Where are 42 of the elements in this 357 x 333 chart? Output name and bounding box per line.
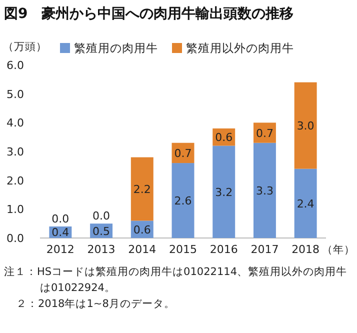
y-tick-label: 0.0	[6, 232, 24, 245]
legend-label: 繁殖用以外の肉用牛	[186, 41, 294, 55]
bar	[294, 168, 317, 238]
y-tick-label: 5.0	[6, 88, 24, 101]
y-tick-label: 4.0	[6, 116, 24, 130]
data-label: 0.7	[174, 146, 192, 160]
data-label: 2.4	[296, 197, 314, 210]
data-label: 0.4	[52, 226, 70, 240]
bar	[130, 157, 154, 221]
bar	[253, 122, 276, 143]
x-tick-label: 2012	[46, 243, 74, 256]
x-tick-label: 2017	[250, 243, 279, 256]
y-tick-label: 1.0	[6, 203, 24, 216]
x-tick-label: 2018	[292, 243, 320, 256]
data-label: 0.6	[133, 223, 151, 236]
bar	[253, 142, 276, 238]
chart-title: 図9 豪州から中国への肉用牛輸出頭数の推移	[4, 6, 294, 22]
data-label: 0.0	[92, 210, 110, 223]
y-tick-label: 2.0	[6, 174, 24, 188]
data-label: 0.0	[52, 212, 70, 226]
y-tick-label: 6.0	[6, 59, 24, 72]
x-tick-label: 2015	[169, 243, 197, 256]
data-label: 0.5	[92, 224, 110, 238]
text: 注１：HSコードは繁殖用の肉用牛は01022114、繁殖用以外の肉用牛は01022924。	[4, 265, 348, 296]
bar	[212, 146, 236, 238]
x-tick-label: 2014	[128, 243, 156, 256]
y-tick-label: 3.0	[6, 146, 24, 158]
data-label: 2.2	[133, 182, 151, 196]
data-label: 3.2	[215, 186, 233, 199]
legend-label: 繁殖用の肉用牛	[74, 41, 158, 55]
data-label: 3.3	[256, 184, 274, 198]
bar	[294, 82, 317, 169]
text: ２：2018年は1~8月のデータ。	[16, 297, 176, 312]
bar	[172, 163, 194, 238]
data-label: 0.7	[256, 126, 274, 140]
y-axis-title: （万頭）	[3, 41, 47, 53]
data-label: 2.6	[174, 194, 192, 208]
data-label: 0.6	[215, 131, 233, 144]
x-axis-title: （年）	[322, 244, 355, 256]
data-label: 3.0	[296, 120, 314, 133]
x-tick-label: 2013	[87, 243, 116, 256]
x-tick-label: 2016	[210, 243, 238, 256]
